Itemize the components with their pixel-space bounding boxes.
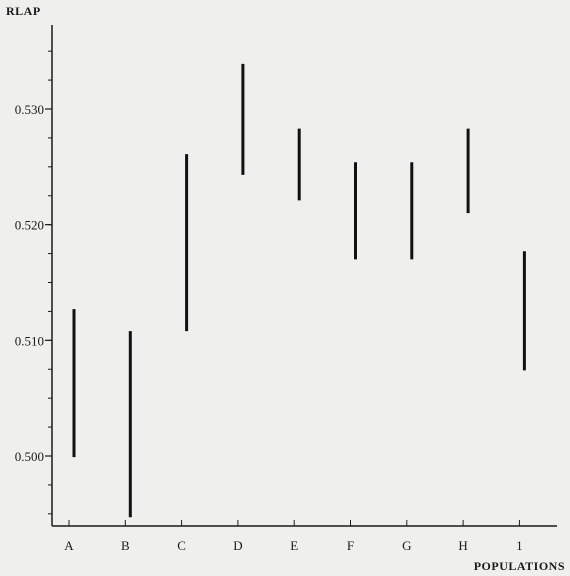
y-tick-label: 0.530 — [15, 102, 44, 117]
x-tick-label: D — [233, 538, 242, 553]
x-tick-label: 1 — [516, 538, 523, 553]
x-ticks: A B C D E F G H 1 — [64, 520, 523, 553]
y-axis-title: RLAP — [6, 4, 41, 18]
y-tick-label: 0.520 — [15, 218, 44, 233]
x-tick-label: F — [347, 538, 354, 553]
range-bars — [72, 63, 526, 518]
x-tick-label: G — [402, 538, 411, 553]
x-tick-label: A — [64, 538, 74, 553]
x-tick-label: B — [121, 538, 130, 553]
y-tick-label: 0.510 — [15, 333, 44, 348]
x-tick-label: C — [177, 538, 186, 553]
x-tick-label: E — [290, 538, 298, 553]
x-axis-title: POPULATIONS — [474, 559, 565, 573]
x-tick-label: H — [458, 538, 467, 553]
y-tick-label: 0.500 — [15, 449, 44, 464]
y-major-ticks: 0.500 0.510 0.520 0.530 — [15, 102, 52, 464]
